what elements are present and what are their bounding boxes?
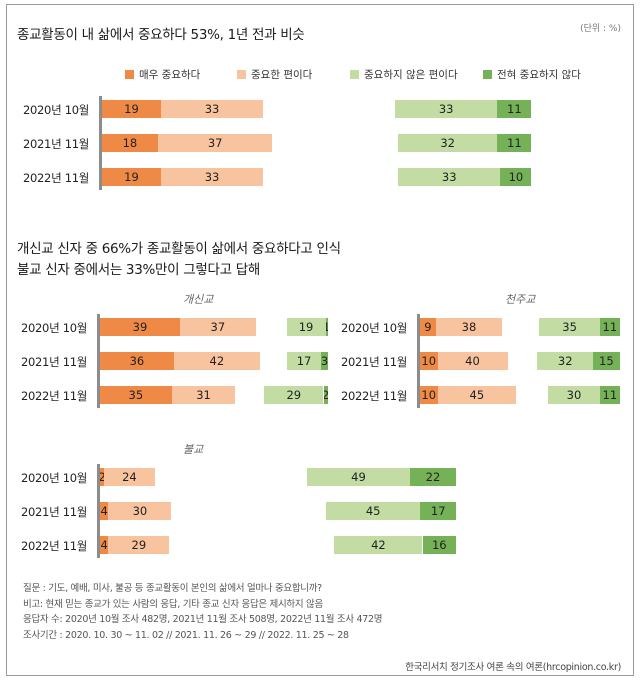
- seg-important: 24: [104, 468, 155, 486]
- seg-not-at-all: 11: [600, 318, 620, 336]
- legend-label-not-at-all: 전혀 중요하지 않다: [497, 69, 581, 81]
- chart-frame: 종교활동이 내 삶에서 중요하다 53%, 1년 전과 비슷 (단위 : %) …: [6, 4, 634, 676]
- legend-item-not-important: 중요하지 않은 편이다: [350, 67, 458, 82]
- seg-very-important: 10: [420, 352, 438, 370]
- seg-very-important: 2: [100, 468, 105, 486]
- note-question: 질문 : 기도, 예배, 미사, 불공 등 종교활동이 본인의 삶에서 얼마나 …: [23, 583, 322, 594]
- seg-important: 37: [179, 318, 256, 336]
- row-label: 2020년 10월: [23, 103, 90, 117]
- seg-very-important: 36: [100, 352, 174, 370]
- seg-not-important: 17: [286, 352, 322, 370]
- panel-title-catholic: 천주교: [505, 293, 536, 306]
- axis-line: [99, 96, 102, 190]
- subtitle-line-1: 개신교 신자 중 66%가 종교활동이 삶에서 중요하다고 인식: [17, 241, 341, 257]
- unit-label: (단위 : %): [580, 24, 621, 34]
- row-label: 2021년 11월: [23, 137, 90, 151]
- legend-item-very-important: 매우 중요하다: [125, 67, 200, 82]
- axis-line: [417, 314, 420, 408]
- legend-item-important: 중요한 편이다: [237, 67, 312, 82]
- seg-not-at-all: 11: [497, 134, 532, 152]
- legend-label-important: 중요한 편이다: [251, 69, 313, 81]
- notes-block: 질문 : 기도, 예배, 미사, 불공 등 종교활동이 본인의 삶에서 얼마나 …: [23, 581, 382, 643]
- subtitle-line-2: 불교 신자 중에서는 33%만이 그렇다고 답해: [17, 262, 260, 278]
- axis-line: [97, 464, 100, 558]
- legend-swatch-important: [237, 70, 246, 79]
- panel-title-buddhist: 불교: [183, 443, 204, 456]
- seg-very-important: 19: [102, 168, 161, 186]
- seg-very-important: 4: [100, 502, 109, 520]
- seg-not-important: 32: [537, 352, 594, 370]
- seg-not-important: 19: [286, 318, 326, 336]
- row-label: 2022년 11월: [23, 171, 90, 185]
- seg-not-important: 42: [334, 536, 423, 554]
- row-label: 2022년 11월: [21, 389, 88, 403]
- seg-very-important: 10: [420, 386, 438, 404]
- seg-not-important: 33: [395, 100, 498, 118]
- seg-not-at-all: 16: [422, 536, 457, 554]
- seg-important: 42: [173, 352, 260, 370]
- legend-label-very-important: 매우 중요하다: [139, 69, 201, 81]
- seg-important: 33: [160, 100, 264, 118]
- seg-not-at-all: 10: [500, 168, 532, 186]
- seg-not-important: 49: [307, 468, 410, 486]
- seg-important: 30: [108, 502, 172, 520]
- seg-not-at-all: 15: [593, 352, 620, 370]
- row-label: 2022년 11월: [341, 389, 408, 403]
- seg-not-important: 35: [539, 318, 601, 336]
- seg-not-important: 45: [325, 502, 421, 520]
- seg-not-important: 33: [398, 168, 501, 186]
- seg-not-important: 30: [547, 386, 601, 404]
- legend-swatch-very-important: [125, 70, 134, 79]
- legend-swatch-not-at-all: [483, 70, 492, 79]
- seg-very-important: 9: [420, 318, 436, 336]
- seg-very-important: 4: [100, 536, 109, 554]
- seg-not-at-all: 17: [420, 502, 457, 520]
- seg-not-at-all: 11: [600, 386, 620, 404]
- legend-label-not-important: 중요하지 않은 편이다: [364, 69, 458, 81]
- row-label: 2021년 11월: [21, 505, 88, 519]
- source-label: 한국리서치 정기조사 여론 속의 여론(hrcopinion.co.kr): [405, 662, 621, 673]
- seg-very-important: 35: [100, 386, 172, 404]
- seg-important: 38: [435, 318, 503, 336]
- seg-important: 29: [108, 536, 170, 554]
- row-label: 2020년 10월: [21, 321, 88, 335]
- note-remark: 비고: 현재 믿는 종교가 있는 사람의 응답, 기타 종교 신자 응답은 제시…: [23, 598, 323, 610]
- seg-not-important: 29: [264, 386, 324, 404]
- seg-not-at-all: 11: [497, 100, 532, 118]
- seg-important: 31: [171, 386, 236, 404]
- seg-important: 37: [157, 134, 273, 152]
- seg-not-at-all: 2: [323, 386, 328, 404]
- seg-very-important: 19: [102, 100, 161, 118]
- row-label: 2021년 11월: [341, 355, 408, 369]
- axis-line: [97, 314, 100, 408]
- row-label: 2021년 11월: [21, 355, 88, 369]
- legend-item-not-at-all: 전혀 중요하지 않다: [483, 67, 581, 82]
- legend-swatch-not-important: [350, 70, 359, 79]
- row-label: 2020년 10월: [21, 471, 88, 485]
- seg-not-at-all: 1: [325, 318, 328, 336]
- row-label: 2020년 10월: [341, 321, 408, 335]
- seg-important: 40: [437, 352, 508, 370]
- note-respondents: 응답자 수: 2020년 10월 조사 482명, 2021년 11월 조사 5…: [23, 614, 383, 625]
- seg-not-at-all: 22: [409, 468, 457, 486]
- seg-important: 45: [437, 386, 517, 404]
- seg-not-at-all: 3: [321, 352, 328, 370]
- chart-title: 종교활동이 내 삶에서 중요하다 53%, 1년 전과 비슷: [17, 27, 305, 43]
- seg-very-important: 39: [100, 318, 180, 336]
- seg-important: 33: [160, 168, 264, 186]
- note-period: 조사기간 : 2020. 10. 30 ~ 11. 02 // 2021. 11…: [23, 629, 349, 641]
- row-label: 2022년 11월: [21, 539, 88, 553]
- seg-not-important: 32: [398, 134, 498, 152]
- panel-title-protestant: 개신교: [183, 293, 214, 306]
- seg-very-important: 18: [102, 134, 158, 152]
